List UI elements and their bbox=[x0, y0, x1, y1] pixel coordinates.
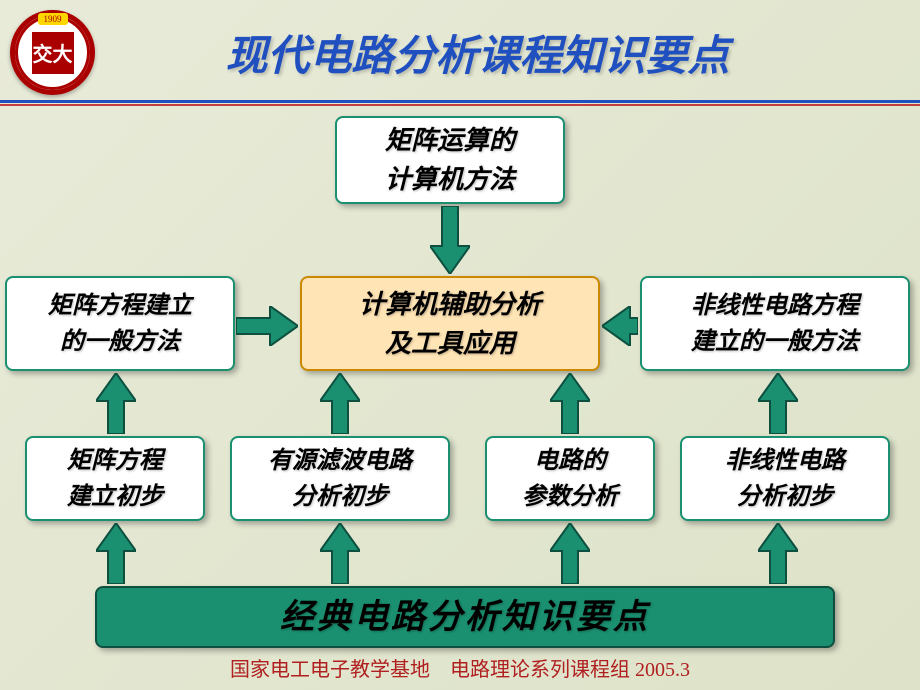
node-bottom: 经典电路分析知识要点 bbox=[95, 586, 835, 648]
node-label-r3_1: 矩阵方程建立初步 bbox=[67, 443, 163, 515]
node-label-r3_3: 电路的参数分析 bbox=[522, 443, 618, 515]
arrow-mid_right-mid_center bbox=[602, 306, 638, 346]
node-mid_left: 矩阵方程建立的一般方法 bbox=[5, 276, 235, 371]
node-mid_right: 非线性电路方程建立的一般方法 bbox=[640, 276, 910, 371]
arrow-r3_1-mid_left bbox=[96, 373, 136, 434]
node-label-top: 矩阵运算的计算机方法 bbox=[385, 121, 515, 199]
university-logo: 1909 交大 bbox=[10, 10, 95, 95]
divider-blue bbox=[0, 100, 920, 103]
page-title: 现代电路分析课程知识要点 bbox=[95, 22, 920, 83]
flowchart-diagram: 矩阵运算的计算机方法矩阵方程建立的一般方法 计算机辅助分析及工具应用 非线性电路方程… bbox=[0, 106, 920, 666]
node-r3_1: 矩阵方程建立初步 bbox=[25, 436, 205, 521]
arrow-bottom-r3_1 bbox=[96, 523, 136, 584]
node-r3_3: 电路的参数分析 bbox=[485, 436, 655, 521]
node-r3_2: 有源滤波电路分析初步 bbox=[230, 436, 450, 521]
node-label-r3_4: 非线性电路分析初步 bbox=[725, 443, 845, 515]
arrow-bottom-r3_4 bbox=[758, 523, 798, 584]
node-top: 矩阵运算的计算机方法 bbox=[335, 116, 565, 204]
header: 1909 交大 现代电路分析课程知识要点 bbox=[0, 0, 920, 100]
arrow-r3_4-mid_right bbox=[758, 373, 798, 434]
logo-mark: 交大 bbox=[32, 32, 74, 74]
node-label-r3_2: 有源滤波电路分析初步 bbox=[268, 443, 412, 515]
node-mid_center: 计算机辅助分析及工具应用 bbox=[300, 276, 600, 371]
logo-year: 1909 bbox=[38, 13, 68, 25]
arrow-r3_2-mid_center bbox=[320, 373, 360, 434]
node-label-mid_center: 计算机辅助分析及工具应用 bbox=[359, 285, 541, 363]
arrow-bottom-r3_2 bbox=[320, 523, 360, 584]
node-label-mid_right: 非线性电路方程建立的一般方法 bbox=[691, 288, 859, 360]
node-label-mid_left: 矩阵方程建立的一般方法 bbox=[48, 288, 192, 360]
arrow-bottom-r3_3 bbox=[550, 523, 590, 584]
node-r3_4: 非线性电路分析初步 bbox=[680, 436, 890, 521]
node-label-bottom: 经典电路分析知识要点 bbox=[280, 592, 650, 643]
arrow-r3_3-mid_center bbox=[550, 373, 590, 434]
arrow-top-mid_center bbox=[430, 206, 470, 274]
arrow-mid_left-mid_center bbox=[236, 306, 298, 346]
footer-text: 国家电工电子教学基地 电路理论系列课程组 2005.3 bbox=[0, 653, 920, 682]
